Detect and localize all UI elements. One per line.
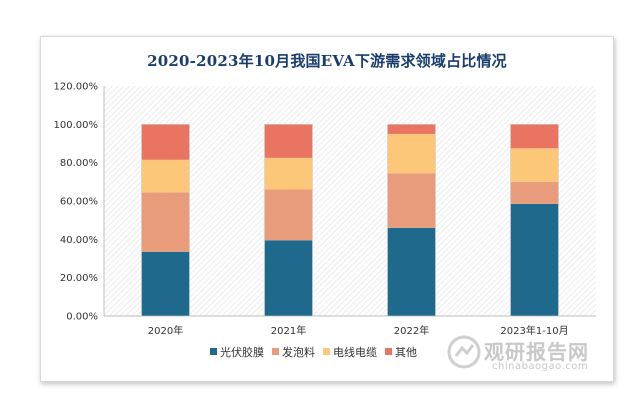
y-tick-label: 100.00% [54,120,99,131]
y-tick-label: 80.00% [60,158,98,169]
bar-segment [141,192,190,252]
x-tick-label: 2020年 [148,324,183,337]
bar-segment [387,227,436,316]
watermark-logo-icon [447,335,481,369]
bar-segment [264,124,313,158]
bar-outline [264,124,313,317]
bar-outline [510,124,559,317]
bar-segment [510,148,559,182]
bar-segment [141,159,190,193]
y-tick-label: 120.00% [54,82,99,93]
bar-segment [264,240,313,316]
legend-swatch [385,348,392,355]
bar-segment [141,124,190,160]
chart-title: 2020-2023年10月我国EVA下游需求领域占比情况 [147,52,507,70]
x-tick-label: 2021年 [271,324,306,337]
watermark-brand: 观研报告网 [484,340,589,364]
bar-segment [141,251,190,316]
bar-segment [510,203,559,316]
bar-segment [387,133,436,174]
bar-segment [387,124,436,134]
legend-label: 其他 [395,346,417,359]
bar-segment [264,157,313,190]
bar-segment [510,181,559,204]
bar-segment [264,189,313,241]
y-tick-label: 60.00% [60,197,98,208]
legend-swatch [272,348,279,355]
y-tick-label: 0.00% [66,312,98,323]
x-tick-label: 2022年 [394,324,429,337]
legend-swatch [210,348,217,355]
bar-segment [387,173,436,228]
legend-label: 光伏胶膜 [220,345,264,359]
watermark-url: chinabaogao.com [492,361,589,372]
legend-swatch [323,348,330,355]
y-tick-label: 20.00% [60,273,98,284]
y-tick-label: 40.00% [60,235,98,246]
bar-outline [387,124,436,317]
legend-label: 发泡料 [282,345,315,359]
bar-segment [510,124,559,149]
x-tick-label: 2023年1-10月 [500,324,568,337]
bar-outline [141,124,190,317]
legend-label: 电线电缆 [333,345,377,359]
